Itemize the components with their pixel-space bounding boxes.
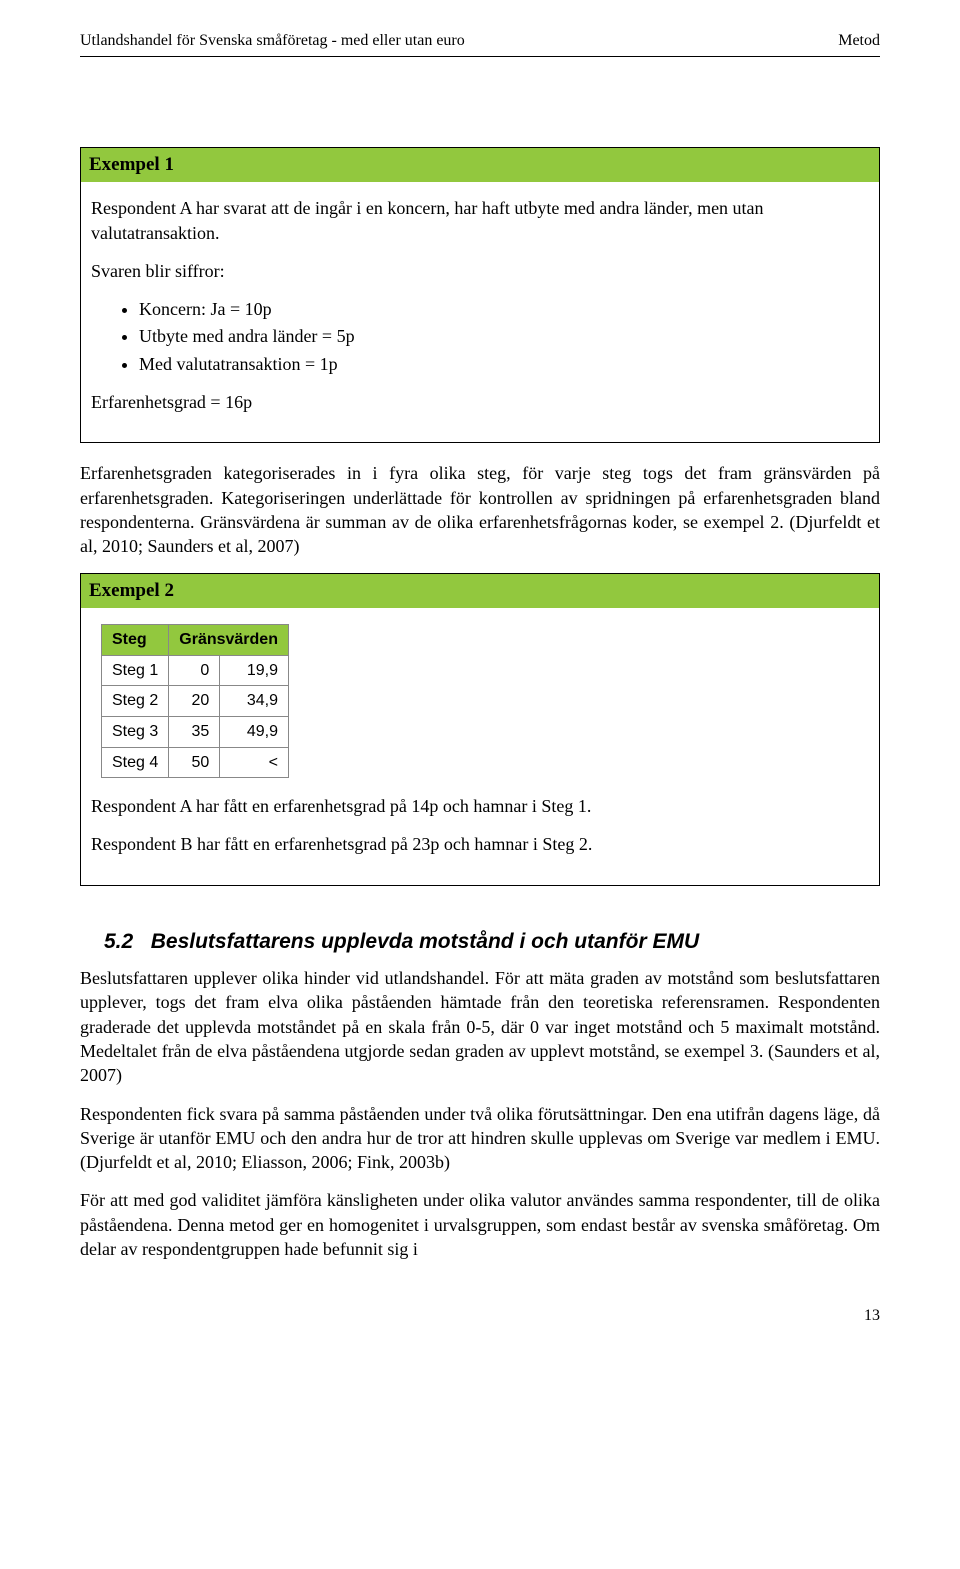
cell-low: 0 xyxy=(169,655,220,686)
example-2-line-2: Respondent B har fått en erfarenhetsgrad… xyxy=(91,832,869,856)
paragraph-3: Respondenten fick svara på samma påståen… xyxy=(80,1102,880,1175)
cell-high: 49,9 xyxy=(220,716,289,747)
col-steg: Steg xyxy=(102,625,169,656)
section-title: Beslutsfattarens upplevda motstånd i och… xyxy=(151,930,699,953)
cell-high: < xyxy=(220,747,289,778)
steg-table-wrap: Steg Gränsvärden Steg 1 0 19,9 Steg 2 20… xyxy=(101,624,869,778)
col-gransvarden: Gränsvärden xyxy=(169,625,289,656)
cell-steg: Steg 2 xyxy=(102,686,169,717)
bullet-item: Med valutatransaktion = 1p xyxy=(139,352,869,376)
steg-table: Steg Gränsvärden Steg 1 0 19,9 Steg 2 20… xyxy=(101,624,289,778)
header-right: Metod xyxy=(838,30,880,52)
header-rule xyxy=(80,56,880,57)
bullet-item: Utbyte med andra länder = 5p xyxy=(139,324,869,348)
page-header: Utlandshandel för Svenska småföretag - m… xyxy=(80,30,880,52)
example-1-bullets: Koncern: Ja = 10p Utbyte med andra lände… xyxy=(139,297,869,376)
table-row: Steg 4 50 < xyxy=(102,747,289,778)
bullet-item: Koncern: Ja = 10p xyxy=(139,297,869,321)
cell-steg: Steg 4 xyxy=(102,747,169,778)
cell-high: 19,9 xyxy=(220,655,289,686)
paragraph-2: Beslutsfattaren upplever olika hinder vi… xyxy=(80,966,880,1087)
table-row: Steg 3 35 49,9 xyxy=(102,716,289,747)
cell-steg: Steg 1 xyxy=(102,655,169,686)
table-header-row: Steg Gränsvärden xyxy=(102,625,289,656)
paragraph-4: För att med god validitet jämföra känsli… xyxy=(80,1188,880,1261)
example-2-box: Exempel 2 Steg Gränsvärden Steg 1 0 19,9… xyxy=(80,573,880,886)
example-1-svaren: Svaren blir siffror: xyxy=(91,259,869,283)
section-5-2-heading: 5.2 Beslutsfattarens upplevda motstånd i… xyxy=(104,928,880,956)
table-row: Steg 1 0 19,9 xyxy=(102,655,289,686)
example-1-title: Exempel 1 xyxy=(81,148,879,183)
header-left: Utlandshandel för Svenska småföretag - m… xyxy=(80,30,465,52)
example-2-line-1: Respondent A har fått en erfarenhetsgrad… xyxy=(91,794,869,818)
cell-low: 35 xyxy=(169,716,220,747)
cell-low: 50 xyxy=(169,747,220,778)
example-1-intro: Respondent A har svarat att de ingår i e… xyxy=(91,196,869,245)
paragraph-1: Erfarenhetsgraden kategoriserades in i f… xyxy=(80,461,880,558)
page-number: 13 xyxy=(80,1305,880,1327)
cell-steg: Steg 3 xyxy=(102,716,169,747)
example-1-erfgrad: Erfarenhetsgrad = 16p xyxy=(91,390,869,414)
table-row: Steg 2 20 34,9 xyxy=(102,686,289,717)
example-1-box: Exempel 1 Respondent A har svarat att de… xyxy=(80,147,880,444)
section-number: 5.2 xyxy=(104,930,133,953)
cell-high: 34,9 xyxy=(220,686,289,717)
example-2-title: Exempel 2 xyxy=(81,574,879,609)
cell-low: 20 xyxy=(169,686,220,717)
